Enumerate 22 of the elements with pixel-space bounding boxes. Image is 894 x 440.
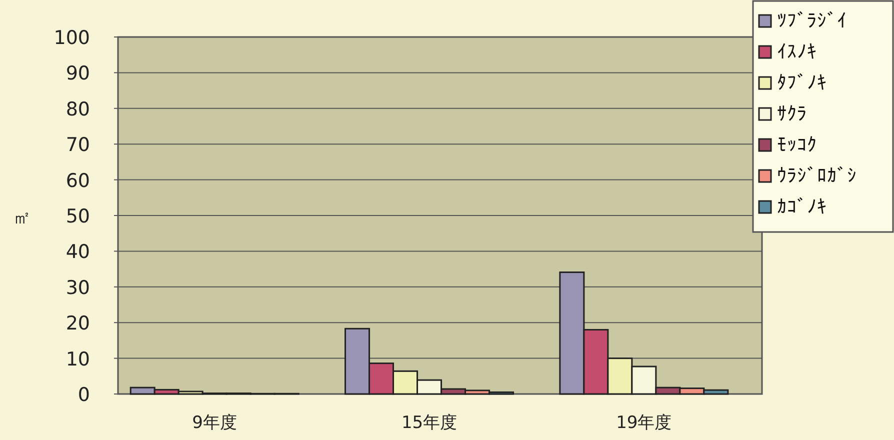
y-tick-label: 30 xyxy=(66,276,90,299)
legend-label: ｲｽﾉｷ xyxy=(777,41,817,63)
legend-label: ｻｸﾗ xyxy=(777,103,807,125)
x-tick-label: 9年度 xyxy=(192,413,238,433)
x-tick-label: 19年度 xyxy=(616,413,672,433)
legend-label: ﾀﾌﾞﾉｷ xyxy=(777,72,827,94)
legend-label: ｶｺﾞﾉｷ xyxy=(777,196,827,218)
y-tick-label: 0 xyxy=(78,384,90,406)
y-axis-title: ㎡ xyxy=(13,208,31,228)
y-tick-label: 100 xyxy=(54,27,90,49)
y-tick-label: 90 xyxy=(66,62,90,85)
y-tick-label: 40 xyxy=(66,241,90,264)
y-tick-label: 60 xyxy=(66,170,90,192)
y-tick-label: 20 xyxy=(66,312,90,335)
y-tick-label: 10 xyxy=(66,348,90,370)
y-tick-label: 50 xyxy=(66,206,90,228)
x-tick-label: 15年度 xyxy=(401,413,458,433)
legend-label: ﾂﾌﾞﾗｼﾞｲ xyxy=(777,10,847,32)
legend-label: ﾓｯｺｸ xyxy=(777,134,817,156)
y-tick-label: 80 xyxy=(66,98,90,120)
legend-label: ｳﾗｼﾞﾛｶﾞｼ xyxy=(777,165,857,187)
y-tick-label: 70 xyxy=(66,134,90,156)
